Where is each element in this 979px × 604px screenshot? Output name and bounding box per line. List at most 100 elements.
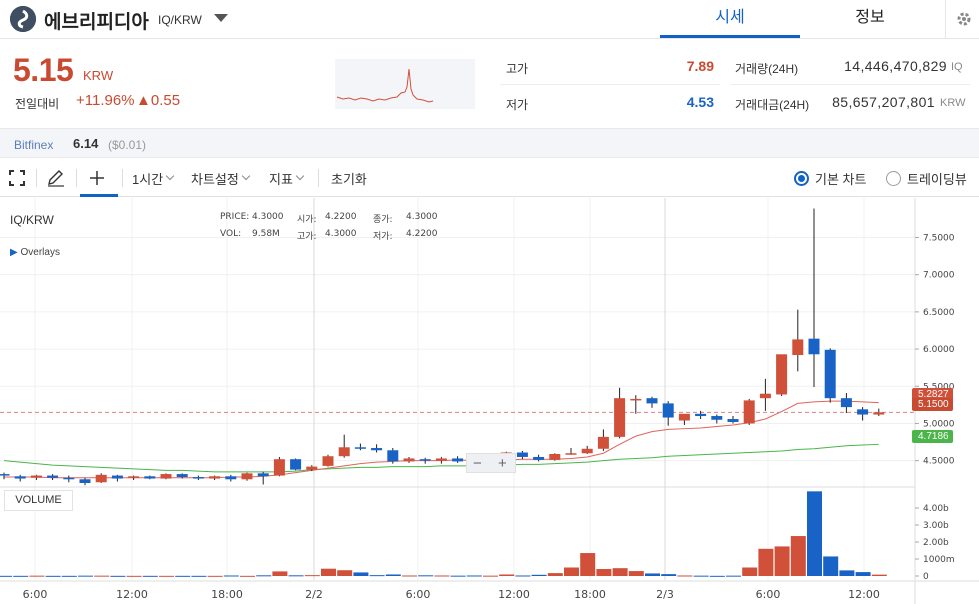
tab-info[interactable]: 정보 (855, 9, 885, 26)
change-label: 전일대비 (15, 97, 60, 111)
volume-bar (159, 575, 174, 577)
candle (241, 473, 253, 480)
volume-bar (628, 571, 644, 576)
volume-bar (839, 570, 855, 576)
volume-bar (547, 573, 563, 576)
volume-bar (612, 568, 628, 576)
candle (646, 398, 658, 404)
interval-label: 1시간 (132, 171, 164, 187)
volume-bar (175, 575, 191, 577)
x-tick-label: 6:00 (756, 588, 781, 601)
triangle-right-icon: ▶ (10, 247, 18, 258)
volume-bar (418, 575, 434, 577)
volume-bar (515, 575, 531, 577)
interval-select[interactable]: 1시간 (132, 159, 175, 197)
candle (160, 474, 172, 479)
tradingview-radio[interactable]: 트레이딩뷰 (886, 159, 967, 197)
candle (209, 476, 221, 479)
volume-bar (596, 569, 612, 576)
candle (419, 459, 431, 461)
overlays-label: Overlays (20, 247, 60, 258)
volume-bar (256, 575, 272, 577)
x-tick-label: 6:00 (23, 588, 48, 601)
candle (824, 349, 836, 399)
tradingview-label: 트레이딩뷰 (907, 171, 967, 187)
coin-select-chevron-icon[interactable] (214, 14, 228, 22)
volume-bar (499, 574, 515, 576)
header: 에브리피디아 IQ/KRW 시세 정보 (0, 0, 979, 39)
coin-logo-icon (10, 6, 36, 32)
volume-bar (110, 575, 126, 577)
pencil-icon (48, 170, 64, 187)
volume-bar (434, 575, 450, 577)
candle (0, 474, 10, 476)
volume-bar (774, 546, 790, 576)
volume-tick-label: 1000m (923, 555, 955, 565)
low-label: 저가 (506, 98, 529, 112)
volume-tick-label: 0 (923, 572, 929, 582)
price-unit: KRW (83, 68, 114, 83)
zoom-out-button[interactable]: − (473, 455, 482, 472)
price-chart[interactable]: 7.5000 7.0000 6.5000 6.0000 5.5000 5.0000 4.50… (0, 198, 979, 604)
change-rate: +11.96% (76, 92, 135, 109)
volume-bar (142, 575, 158, 577)
candle (695, 413, 707, 417)
fullscreen-button[interactable] (8, 159, 26, 197)
candle (257, 473, 269, 477)
high-value: 7.89 (686, 58, 714, 74)
overlays-toggle[interactable]: ▶ Overlays (10, 247, 60, 258)
x-tick-label: 2/2 (305, 588, 323, 601)
coin-name: 에브리피디아 (44, 12, 149, 33)
candle (808, 338, 820, 355)
divider (500, 84, 720, 85)
volume-bar (126, 575, 142, 577)
candle (111, 475, 123, 479)
indicators-select[interactable]: 지표 (269, 159, 305, 197)
tab-market[interactable]: 시세 (660, 0, 800, 38)
candle (533, 456, 545, 460)
volume-bar (693, 575, 709, 577)
volume-bar (240, 575, 255, 577)
chart-toolbar: 1시간 차트설정 지표 초기화 기본 차트 트레이딩뷰 (0, 159, 979, 197)
x-tick-label: 12:00 (116, 588, 148, 601)
volume-bar (871, 574, 887, 576)
x-tick-label: 12:00 (848, 588, 880, 601)
candle (743, 400, 755, 424)
volume-bar (353, 572, 369, 576)
draw-button[interactable] (46, 159, 66, 197)
candle (371, 448, 383, 451)
candle (322, 456, 334, 466)
chevron-down-icon (165, 171, 175, 181)
candle (581, 448, 593, 454)
candle (273, 459, 285, 476)
candle (630, 398, 642, 401)
crosshair-button[interactable] (88, 159, 106, 197)
volume-bar (272, 571, 288, 576)
candle (225, 476, 237, 480)
settings-button[interactable] (945, 0, 979, 38)
ohlc-open: 4.2200 (325, 212, 357, 222)
exchange-name[interactable]: Bitfinex (14, 138, 54, 152)
candle (176, 474, 188, 478)
candle (840, 398, 852, 408)
volume-bar (855, 572, 871, 576)
reset-button[interactable]: 초기화 (331, 171, 367, 187)
exchange-bar: Bitfinex 6.14 ($0.01) (0, 128, 979, 158)
zoom-in-button[interactable]: + (498, 455, 507, 472)
volume-bar (45, 575, 61, 577)
volume-panel-label[interactable]: VOLUME (4, 490, 73, 511)
chart-symbol: IQ/KRW (10, 213, 54, 227)
chart-settings-select[interactable]: 차트설정 (191, 159, 251, 197)
volume-tick-label: 3.00b (923, 521, 949, 531)
volume-24h-unit: IQ (951, 61, 963, 73)
candle (290, 459, 302, 470)
volume-bar (207, 575, 223, 577)
volume-bar (337, 570, 353, 576)
toolbar-separator (36, 169, 37, 187)
active-tool-indicator (80, 194, 118, 197)
toolbar-separator (76, 169, 77, 187)
basic-chart-radio[interactable]: 기본 차트 (794, 159, 866, 197)
ohlc-price-label: PRICE: (220, 212, 250, 222)
x-tick-label: 18:00 (211, 588, 243, 601)
chevron-down-icon (295, 171, 305, 181)
